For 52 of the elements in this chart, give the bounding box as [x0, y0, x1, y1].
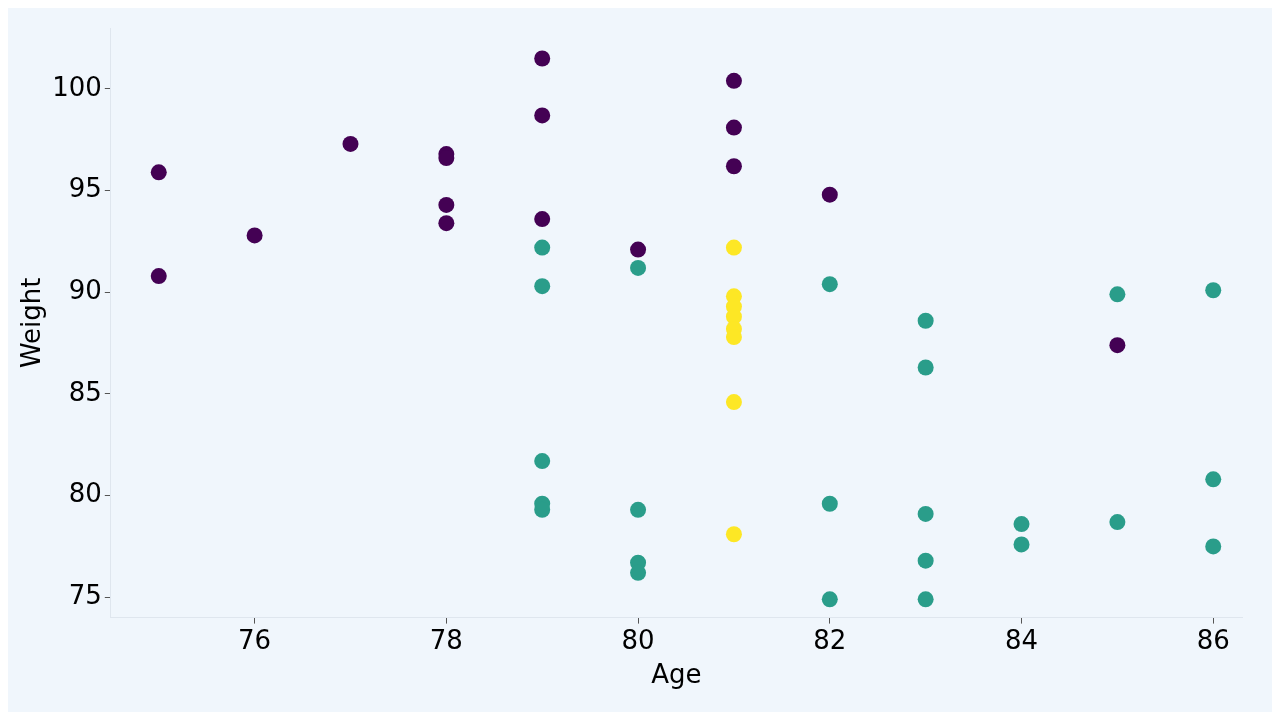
- point: [534, 211, 551, 228]
- point: [534, 50, 551, 67]
- x-tick-label: 82: [813, 624, 847, 655]
- point: [150, 268, 167, 285]
- point: [917, 505, 934, 522]
- point: [1013, 516, 1030, 533]
- point: [438, 215, 455, 232]
- point: [534, 278, 551, 295]
- point: [725, 526, 742, 543]
- point: [630, 501, 647, 518]
- point: [1109, 514, 1126, 531]
- x-tick-label: 80: [621, 624, 655, 655]
- y-tick-label: 95: [68, 173, 102, 204]
- y-tick-label: 80: [68, 478, 102, 509]
- point: [1109, 337, 1126, 354]
- point: [438, 196, 455, 213]
- point: [630, 259, 647, 276]
- point: [1109, 286, 1126, 303]
- point: [917, 359, 934, 376]
- point: [725, 72, 742, 89]
- point: [821, 276, 838, 293]
- x-tick-label: 86: [1196, 624, 1230, 655]
- x-tick-label: 78: [429, 624, 463, 655]
- point: [725, 119, 742, 136]
- y-axis-title: Weight: [16, 277, 47, 369]
- point: [150, 164, 167, 181]
- point: [534, 239, 551, 256]
- point: [342, 135, 359, 152]
- point: [534, 453, 551, 470]
- point: [630, 241, 647, 258]
- point: [821, 591, 838, 608]
- point: [917, 312, 934, 329]
- x-tick-label: 76: [238, 624, 272, 655]
- point: [1205, 471, 1222, 488]
- x-tick-label: 84: [1004, 624, 1039, 655]
- point: [821, 495, 838, 512]
- point: [1205, 538, 1222, 555]
- y-tick-label: 75: [68, 580, 102, 611]
- point: [725, 394, 742, 411]
- point: [725, 158, 742, 175]
- point: [1205, 282, 1222, 299]
- point: [917, 591, 934, 608]
- x-axis-title: Age: [651, 659, 702, 690]
- point: [246, 227, 263, 244]
- point: [534, 107, 551, 124]
- y-tick-label: 90: [68, 275, 102, 306]
- point: [821, 186, 838, 203]
- point: [725, 239, 742, 256]
- point: [1013, 536, 1030, 553]
- y-tick-label: 100: [52, 71, 102, 102]
- point: [917, 552, 934, 569]
- y-tick-label: 85: [68, 376, 102, 407]
